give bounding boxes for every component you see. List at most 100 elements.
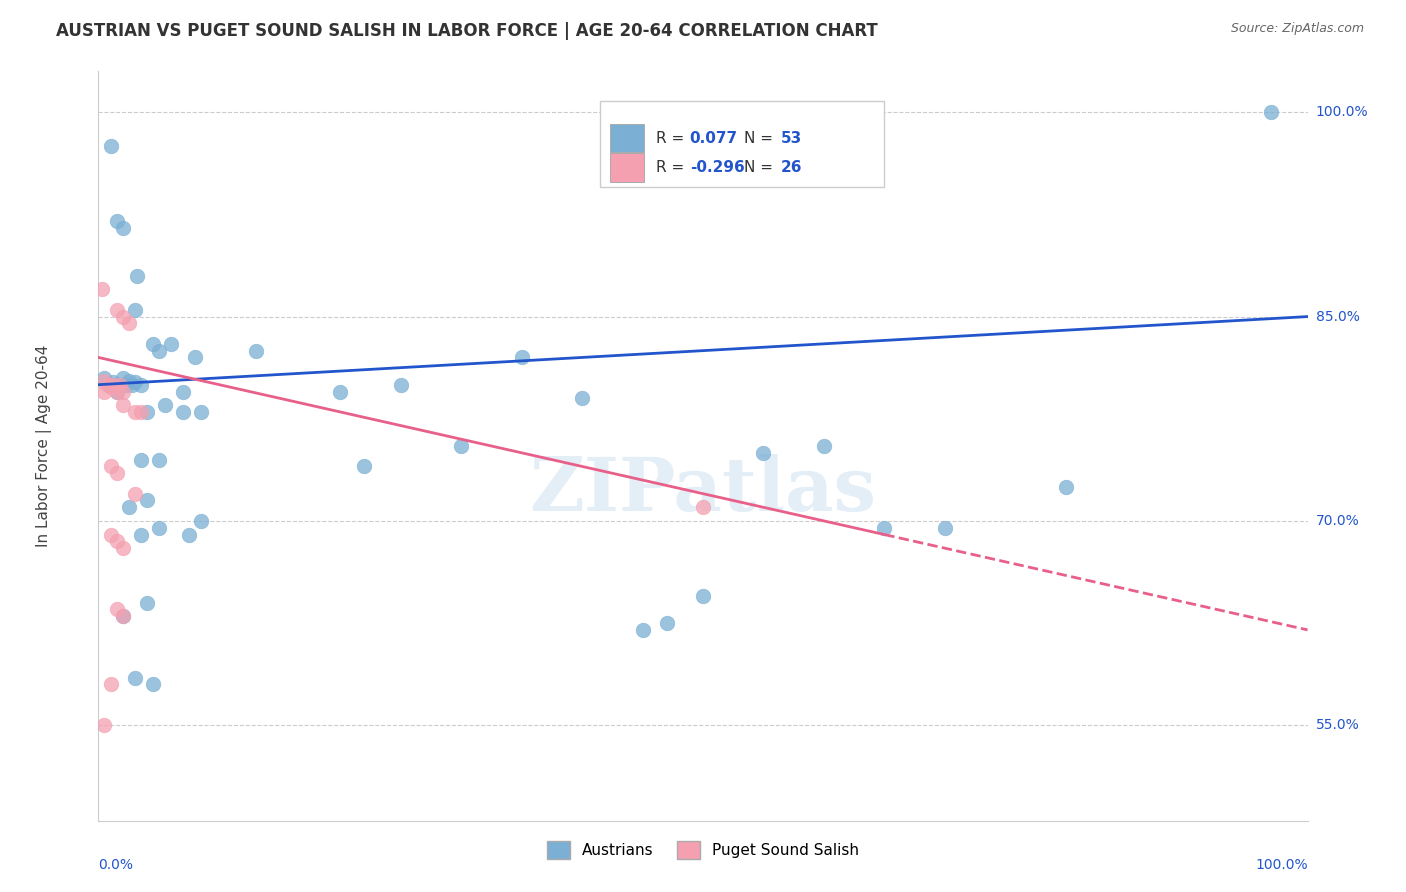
Point <box>245 343 267 358</box>
Text: 55.0%: 55.0% <box>1316 718 1360 732</box>
Point <box>148 521 170 535</box>
Point <box>115 377 138 392</box>
Point <box>111 221 134 235</box>
Point <box>105 467 128 481</box>
Text: AUSTRIAN VS PUGET SOUND SALISH IN LABOR FORCE | AGE 20-64 CORRELATION CHART: AUSTRIAN VS PUGET SOUND SALISH IN LABOR … <box>56 22 877 40</box>
Point <box>100 380 122 394</box>
Point <box>571 392 593 406</box>
Point <box>118 317 141 331</box>
Point <box>813 439 835 453</box>
Point <box>101 375 124 389</box>
Point <box>124 302 146 317</box>
Point <box>692 500 714 515</box>
Text: 70.0%: 70.0% <box>1316 514 1360 528</box>
Point <box>111 310 134 324</box>
Point <box>190 405 212 419</box>
Point <box>135 493 157 508</box>
Text: 26: 26 <box>780 160 801 175</box>
Text: ZIPatlas: ZIPatlas <box>530 454 876 527</box>
Point <box>148 452 170 467</box>
Point <box>135 596 157 610</box>
Point <box>124 486 146 500</box>
Point <box>111 609 134 624</box>
Point <box>1260 105 1282 120</box>
Point <box>692 589 714 603</box>
Point <box>118 500 141 515</box>
Text: 53: 53 <box>780 130 801 145</box>
FancyBboxPatch shape <box>600 102 884 187</box>
Point <box>353 459 375 474</box>
Point <box>121 377 143 392</box>
Point <box>1054 480 1077 494</box>
Point <box>111 371 134 385</box>
Text: R =: R = <box>655 130 689 145</box>
Point <box>100 459 122 474</box>
Point <box>111 609 134 624</box>
Point <box>105 602 128 616</box>
Text: 0.077: 0.077 <box>690 130 738 145</box>
Point <box>450 439 472 453</box>
Point <box>101 377 124 392</box>
Point <box>127 268 149 283</box>
Point <box>129 452 152 467</box>
Point <box>97 377 120 392</box>
Point <box>142 677 165 691</box>
Point <box>329 384 352 399</box>
Point <box>105 302 128 317</box>
Text: R =: R = <box>655 160 689 175</box>
Point <box>93 371 115 385</box>
Point <box>873 521 896 535</box>
Point <box>100 377 122 392</box>
Point <box>655 616 678 631</box>
Point <box>179 527 201 541</box>
Point <box>91 282 114 296</box>
Point <box>129 405 152 419</box>
Text: N =: N = <box>744 130 778 145</box>
Point <box>129 377 152 392</box>
Point <box>124 405 146 419</box>
Point <box>752 446 775 460</box>
Text: -0.296: -0.296 <box>690 160 744 175</box>
Text: 100.0%: 100.0% <box>1316 105 1368 120</box>
Point <box>111 541 134 556</box>
Point <box>111 398 134 412</box>
Point <box>148 343 170 358</box>
Point <box>184 351 207 365</box>
Point <box>510 351 533 365</box>
Bar <box>610 153 644 181</box>
Text: 85.0%: 85.0% <box>1316 310 1360 324</box>
Legend: Austrians, Puget Sound Salish: Austrians, Puget Sound Salish <box>541 835 865 865</box>
Point <box>135 405 157 419</box>
Point <box>118 374 141 388</box>
Point <box>631 623 654 637</box>
Point <box>389 377 412 392</box>
Text: 100.0%: 100.0% <box>1256 858 1308 872</box>
Point <box>105 534 128 549</box>
Point <box>142 336 165 351</box>
Point <box>190 514 212 528</box>
Text: In Labor Force | Age 20-64: In Labor Force | Age 20-64 <box>37 345 52 547</box>
Point <box>105 384 128 399</box>
Point <box>100 139 122 153</box>
Point <box>108 377 131 392</box>
Point <box>93 384 115 399</box>
Point <box>100 527 122 541</box>
Point <box>124 671 146 685</box>
Text: N =: N = <box>744 160 778 175</box>
Point <box>105 384 128 399</box>
Point <box>124 375 146 389</box>
Point <box>172 405 194 419</box>
Point <box>129 527 152 541</box>
Point <box>93 374 115 388</box>
Text: Source: ZipAtlas.com: Source: ZipAtlas.com <box>1230 22 1364 36</box>
Point <box>93 718 115 732</box>
Point <box>105 214 128 228</box>
Point <box>100 677 122 691</box>
Bar <box>610 124 644 153</box>
Point <box>111 384 134 399</box>
Point <box>172 384 194 399</box>
Point <box>153 398 176 412</box>
Text: 0.0%: 0.0% <box>98 858 134 872</box>
Point <box>934 521 956 535</box>
Point <box>160 336 183 351</box>
